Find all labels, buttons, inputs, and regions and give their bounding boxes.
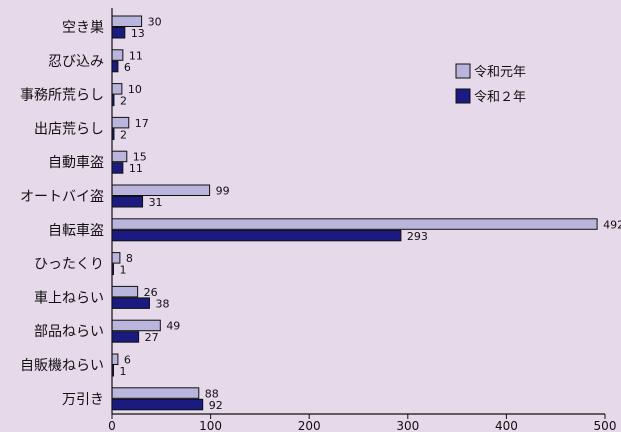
bar-series-1 (111, 83, 123, 95)
value-label-series-2: 38 (155, 297, 169, 310)
x-tick-label: 400 (495, 419, 518, 432)
x-tick-label: 300 (396, 419, 419, 432)
value-label-series-2: 27 (145, 331, 159, 344)
x-tick-label: 500 (594, 419, 617, 432)
bar-series-1 (111, 319, 161, 332)
value-label-series-1: 30 (148, 16, 162, 29)
x-tick-label: 200 (298, 419, 321, 432)
bar-series-1 (111, 184, 211, 196)
bar-series-1 (111, 252, 121, 264)
category-label: 自動車盗 (48, 154, 104, 171)
value-label-series-1: 492 (603, 218, 621, 231)
value-label-series-1: 88 (205, 387, 219, 400)
value-label-series-1: 49 (166, 320, 180, 333)
value-label-series-2: 31 (149, 196, 163, 209)
bar-series-2 (111, 60, 119, 73)
value-label-series-1: 15 (133, 151, 147, 164)
value-label-series-1: 8 (126, 252, 133, 265)
bar-series-1 (111, 387, 200, 399)
value-label-series-1: 6 (124, 354, 131, 367)
value-label-series-2: 293 (407, 230, 428, 243)
category-label: 万引き (62, 392, 104, 408)
value-label-series-2: 2 (120, 128, 127, 141)
value-label-series-2: 1 (120, 365, 127, 378)
bar-series-1 (111, 285, 139, 298)
category-label: ひったくり (34, 257, 104, 273)
value-label-series-2: 1 (120, 264, 127, 277)
x-ticks-group: 0 100 200 300 400 500 (108, 414, 616, 432)
bar-series-1 (111, 150, 128, 163)
legend-swatch-series-1 (455, 63, 471, 79)
bar-series-2 (111, 196, 144, 208)
legend-label-series-1: 令和元年 (474, 65, 526, 80)
category-label: オートバイ盗 (20, 189, 104, 205)
bar-series-1 (111, 15, 143, 27)
bar-series-2 (111, 229, 402, 242)
value-label-series-2: 2 (120, 95, 127, 108)
legend: 令和元年 令和２年 (455, 63, 526, 105)
bar-series-1 (111, 116, 130, 129)
value-label-series-1: 17 (135, 117, 149, 130)
legend-swatch-series-2 (455, 88, 471, 104)
value-label-series-2: 11 (129, 162, 143, 175)
value-label-series-2: 92 (209, 399, 223, 412)
category-label: 車上ねらい (34, 289, 104, 306)
bar-series-2 (111, 297, 150, 309)
bar-series-2 (111, 162, 124, 174)
category-label: 出店荒らし (34, 121, 104, 137)
bar-series-1 (111, 353, 119, 365)
category-label: 自転車盗 (48, 222, 104, 239)
value-label-series-1: 99 (216, 185, 230, 198)
value-label-series-2: 6 (124, 61, 131, 74)
bar-series-2 (111, 398, 204, 411)
category-label: 空き巣 (62, 20, 104, 36)
value-label-series-1: 26 (144, 286, 158, 299)
category-label: 事務所荒らし (20, 88, 104, 104)
axes-group (111, 8, 605, 415)
bar-series-2 (111, 331, 140, 343)
category-label: 忍び込み (48, 54, 104, 70)
x-tick-label: 100 (199, 419, 222, 432)
value-label-series-1: 10 (128, 83, 142, 96)
value-label-series-2: 13 (131, 27, 145, 40)
bar-series-1 (111, 49, 124, 61)
category-label: 部品ねらい (34, 324, 104, 340)
value-label-series-1: 11 (129, 49, 143, 62)
category-label: 自販機ねらい (20, 358, 104, 374)
bar-series-1 (111, 218, 598, 230)
bar-series-2 (111, 27, 126, 39)
legend-label-series-2: 令和２年 (474, 90, 526, 105)
x-tick-label: 0 (108, 419, 116, 432)
